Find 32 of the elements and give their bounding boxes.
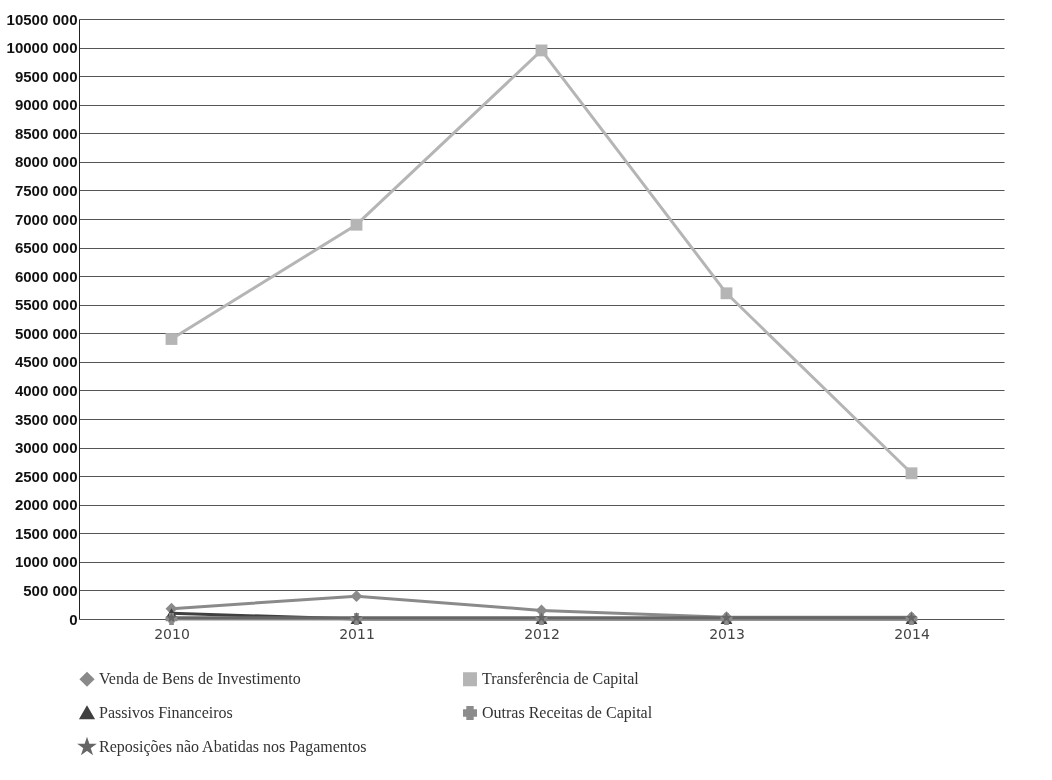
y-tick-label: 2000 000 — [14, 496, 78, 514]
y-tick-label: 2500 000 — [14, 467, 78, 485]
y-tick-label: 7500 000 — [14, 181, 78, 199]
y-tick-label: 7000 000 — [14, 210, 78, 228]
x-tick-label: 2013 — [709, 625, 745, 642]
y-tick-label: 3500 000 — [14, 410, 78, 428]
y-tick-label: 4500 000 — [14, 353, 78, 371]
y-tick-label: 6500 000 — [14, 239, 78, 257]
y-tick-label: 8000 000 — [14, 153, 78, 171]
y-tick-label: 8500 000 — [14, 124, 78, 142]
legend-label: Venda de Bens de Investimento — [99, 670, 301, 688]
y-tick-label: 9500 000 — [14, 67, 78, 85]
legend-label: Outras Receitas de Capital — [482, 704, 653, 722]
y-tick-label: 10500 000 — [6, 10, 78, 28]
y-tick-label: 6000 000 — [14, 267, 78, 285]
y-tick-label: 1500 000 — [14, 524, 78, 542]
x-tick-label: 2010 — [154, 625, 190, 642]
y-tick-label: 3000 000 — [14, 439, 78, 457]
y-tick-label: 9000 000 — [14, 96, 78, 114]
y-tick-label: 4000 000 — [14, 381, 78, 399]
legend-label: Passivos Financeiros — [99, 704, 233, 721]
y-tick-label: 5500 000 — [14, 296, 78, 314]
legend-label: Reposições não Abatidas nos Pagamentos — [99, 738, 367, 756]
x-tick-label: 2014 — [894, 625, 930, 642]
y-tick-label: 500 000 — [23, 581, 78, 599]
y-tick-label: 0 — [69, 610, 78, 628]
legend-label: Transferência de Capital — [482, 670, 640, 689]
y-tick-label: 1000 000 — [14, 553, 78, 571]
x-tick-label: 2011 — [339, 625, 375, 642]
x-tick-label: 2012 — [524, 625, 560, 642]
y-tick-label: 10000 000 — [6, 39, 78, 57]
y-tick-label: 5000 000 — [14, 324, 78, 342]
